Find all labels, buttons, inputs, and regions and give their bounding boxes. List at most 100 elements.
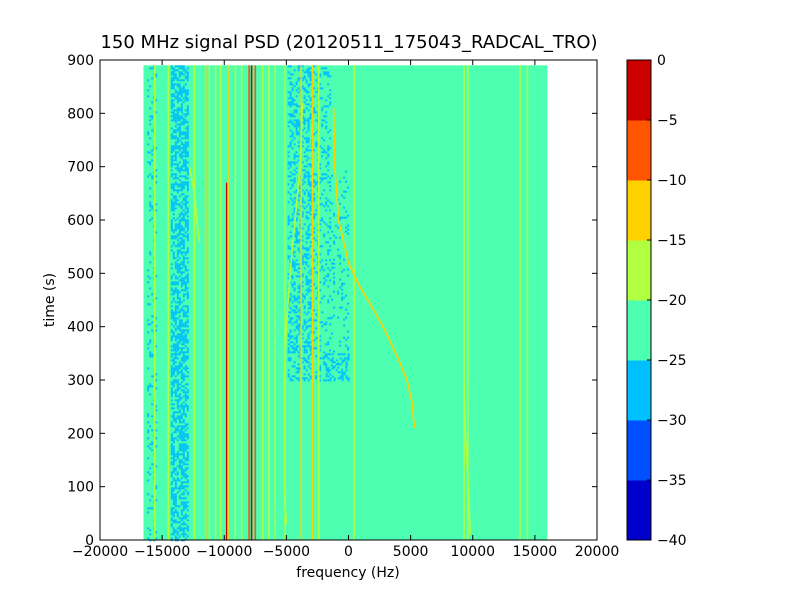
noise-pixel — [329, 249, 332, 252]
noise-pixel — [176, 79, 179, 82]
noise-pixel — [186, 277, 189, 280]
noise-pixel — [309, 195, 312, 198]
noise-pixel — [307, 227, 310, 230]
noise-pixel — [174, 189, 177, 192]
noise-pixel — [170, 425, 173, 428]
noise-pixel — [341, 306, 344, 309]
noise-pixel — [295, 161, 298, 164]
noise-pixel — [289, 171, 292, 174]
noise-pixel — [184, 375, 187, 378]
noise-pixel — [172, 333, 175, 336]
noise-pixel — [301, 275, 304, 278]
noise-pixel — [293, 269, 296, 272]
noise-pixel — [182, 509, 185, 512]
noise-pixel — [174, 375, 177, 378]
noise-pixel — [178, 167, 181, 170]
noise-pixel — [170, 155, 173, 158]
noise-pixel — [170, 111, 173, 114]
noise-pixel — [305, 281, 308, 284]
noise-pixel — [303, 341, 306, 344]
noise-pixel — [329, 89, 332, 92]
noise-pixel — [178, 267, 181, 270]
noise-pixel — [172, 529, 175, 532]
noise-pixel — [295, 211, 298, 214]
noise-pixel — [303, 127, 306, 130]
noise-pixel — [293, 287, 296, 290]
noise-pixel — [297, 87, 300, 90]
noise-pixel — [182, 169, 185, 172]
noise-pixel — [325, 73, 328, 76]
noise-pixel — [180, 453, 183, 456]
noise-pixel — [287, 321, 290, 324]
noise-pixel — [325, 259, 328, 262]
noise-pixel — [172, 445, 175, 448]
noise-pixel — [319, 83, 322, 86]
noise-pixel — [172, 331, 175, 334]
noise-pixel — [327, 205, 330, 208]
noise-pixel — [174, 301, 177, 304]
noise-pixel — [180, 483, 183, 486]
noise-pixel — [184, 135, 187, 138]
noise-pixel — [178, 161, 181, 164]
noise-pixel — [178, 361, 181, 364]
noise-pixel — [170, 317, 173, 320]
noise-pixel — [174, 219, 177, 222]
noise-pixel — [182, 117, 185, 120]
noise-pixel — [180, 141, 183, 144]
noise-pixel — [339, 344, 342, 347]
noise-pixel — [174, 277, 177, 280]
noise-pixel — [347, 348, 350, 351]
noise-pixel — [337, 363, 340, 366]
noise-pixel — [325, 173, 328, 176]
noise-pixel — [186, 319, 189, 322]
noise-pixel — [293, 349, 296, 352]
noise-pixel — [182, 145, 185, 148]
noise-pixel — [182, 413, 185, 416]
noise-pixel — [295, 299, 298, 302]
noise-pixel — [182, 183, 185, 186]
noise-pixel — [297, 275, 300, 278]
noise-pixel — [295, 345, 298, 348]
noise-pixel — [182, 245, 185, 248]
noise-pixel — [186, 481, 189, 484]
noise-pixel — [186, 405, 189, 408]
noise-pixel — [174, 535, 177, 538]
noise-pixel — [343, 190, 346, 193]
noise-pixel — [305, 369, 308, 372]
noise-pixel — [329, 101, 332, 104]
noise-pixel — [180, 337, 183, 340]
noise-pixel — [339, 377, 342, 380]
noise-pixel — [293, 103, 296, 106]
noise-pixel — [323, 205, 326, 208]
noise-pixel — [170, 345, 173, 348]
noise-pixel — [291, 147, 294, 150]
noise-pixel — [174, 337, 177, 340]
noise-pixel — [174, 201, 177, 204]
noise-pixel — [172, 451, 175, 454]
noise-pixel — [289, 145, 292, 148]
noise-pixel — [186, 305, 189, 308]
noise-pixel — [178, 251, 181, 254]
noise-pixel — [289, 281, 292, 284]
noise-pixel — [289, 83, 292, 86]
noise-pixel — [343, 268, 346, 271]
noise-pixel — [303, 191, 306, 194]
noise-pixel — [182, 347, 185, 350]
noise-pixel — [291, 99, 294, 102]
noise-pixel — [174, 151, 177, 154]
noise-pixel — [170, 81, 173, 84]
noise-pixel — [186, 279, 189, 282]
noise-pixel — [309, 233, 312, 236]
noise-pixel — [313, 339, 316, 342]
colorbar-tick-label: −10 — [657, 173, 687, 189]
noise-pixel — [182, 373, 185, 376]
noise-pixel — [180, 307, 183, 310]
noise-pixel — [287, 349, 290, 352]
noise-pixel — [313, 87, 316, 90]
noise-pixel — [186, 153, 189, 156]
noise-pixel — [325, 363, 328, 366]
noise-pixel — [184, 143, 187, 146]
noise-pixel — [339, 180, 342, 183]
noise-pixel — [172, 147, 175, 150]
noise-pixel — [186, 515, 189, 518]
